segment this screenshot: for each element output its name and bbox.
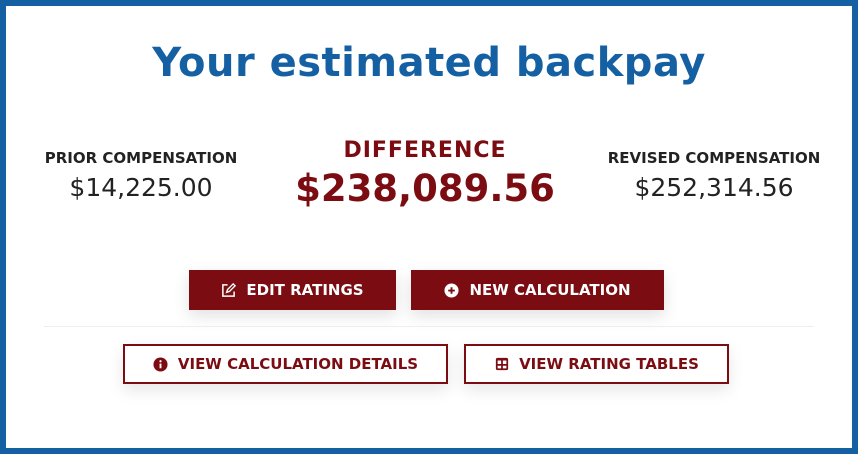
- page-title: Your estimated backpay: [152, 40, 706, 86]
- edit-ratings-label: EDIT RATINGS: [246, 281, 364, 299]
- revised-value: $252,314.56: [634, 173, 794, 202]
- edit-icon: [221, 282, 237, 298]
- view-calculation-details-label: VIEW CALCULATION DETAILS: [177, 355, 419, 373]
- difference-value: $238,089.56: [295, 167, 555, 210]
- plus-circle-icon: [444, 282, 459, 298]
- table-icon: [494, 357, 509, 372]
- prior-value: $14,225.00: [69, 173, 213, 202]
- divider: [44, 326, 814, 327]
- view-calculation-details-button[interactable]: VIEW CALCULATION DETAILS: [123, 344, 448, 384]
- view-rating-tables-label: VIEW RATING TABLES: [519, 355, 699, 373]
- new-calculation-label: NEW CALCULATION: [469, 281, 631, 299]
- difference-label: DIFFERENCE: [343, 138, 507, 163]
- info-circle-icon: [153, 356, 168, 372]
- new-calculation-button[interactable]: NEW CALCULATION: [411, 270, 664, 310]
- revised-label: REVISED COMPENSATION: [607, 149, 821, 167]
- revised-compensation: REVISED COMPENSATION $252,314.56: [594, 149, 834, 202]
- difference: DIFFERENCE $238,089.56: [270, 138, 580, 210]
- edit-ratings-button[interactable]: EDIT RATINGS: [189, 270, 396, 310]
- view-rating-tables-button[interactable]: VIEW RATING TABLES: [464, 344, 729, 384]
- prior-label: PRIOR COMPENSATION: [44, 149, 238, 167]
- prior-compensation: PRIOR COMPENSATION $14,225.00: [26, 149, 256, 202]
